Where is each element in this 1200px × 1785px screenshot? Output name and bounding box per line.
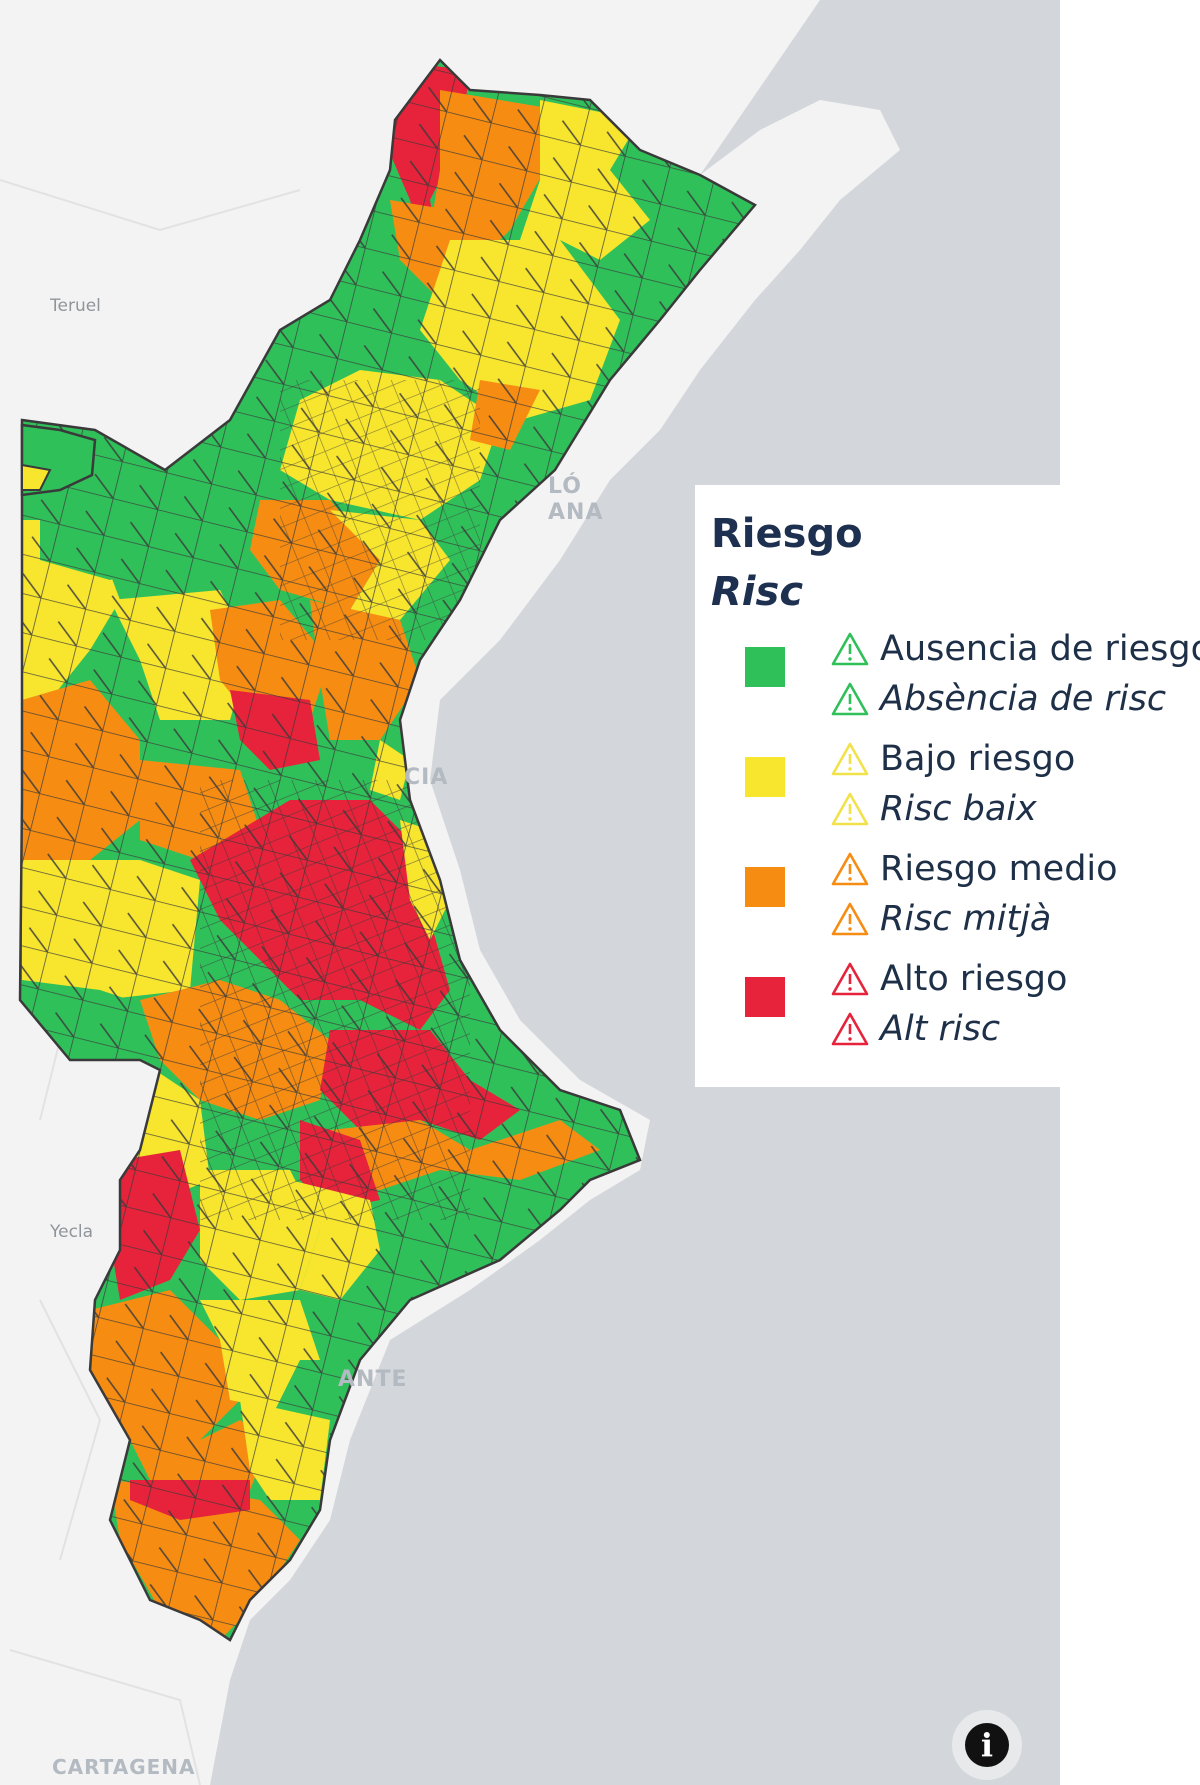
legend-swatch: [745, 757, 785, 797]
warning-icon: [831, 632, 869, 666]
legend-label: Risc mitjà: [880, 899, 1052, 939]
legend-row-es: Bajo riesgo: [830, 735, 1075, 783]
place-label-teruel: Teruel: [50, 296, 101, 316]
legend-item-medio: Riesgo medio Risc mitjà: [695, 845, 1200, 945]
legend-swatch: [745, 647, 785, 687]
legend-row-es: Riesgo medio: [830, 845, 1118, 893]
info-icon: i: [965, 1723, 1009, 1767]
place-label-alicante: ANTE: [338, 1367, 408, 1392]
warning-icon: [831, 852, 869, 886]
warning-icon: [831, 742, 869, 776]
legend-row-es: Ausencia de riesgo: [830, 625, 1200, 673]
legend-item-alto: Alto riesgo Alt risc: [695, 955, 1200, 1055]
legend-row-es: Alto riesgo: [830, 955, 1067, 1003]
legend-item-ausencia: Ausencia de riesgo Absència de risc: [695, 625, 1200, 725]
legend-label: Riesgo medio: [880, 849, 1118, 889]
legend-label: Absència de risc: [880, 679, 1167, 719]
legend-label: Alto riesgo: [880, 959, 1068, 999]
map-legend: Riesgo Risc Ausencia de riesgo Absència …: [695, 485, 1200, 1087]
place-label-valencia: CIA: [404, 765, 449, 790]
legend-title: Riesgo: [711, 511, 863, 557]
warning-icon: [831, 962, 869, 996]
sea: [210, 0, 1060, 1785]
warning-icon: [831, 1012, 869, 1046]
legend-subtitle: Risc: [711, 569, 804, 615]
legend-row-ca: Absència de risc: [830, 675, 1166, 723]
legend-row-ca: Risc baix: [830, 785, 1037, 833]
place-label-castello: LÓ ANA: [548, 474, 604, 525]
legend-label: Bajo riesgo: [880, 739, 1076, 779]
enclave-west[interactable]: [20, 423, 97, 497]
warning-icon: [831, 902, 869, 936]
legend-item-bajo: Bajo riesgo Risc baix: [695, 735, 1200, 835]
legend-row-ca: Alt risc: [830, 1005, 1000, 1053]
legend-label: Risc baix: [880, 789, 1037, 829]
legend-label: Ausencia de riesgo: [880, 629, 1200, 669]
legend-swatch: [745, 977, 785, 1017]
place-label-yecla: Yecla: [50, 1222, 94, 1242]
legend-swatch: [745, 867, 785, 907]
warning-icon: [831, 792, 869, 826]
warning-icon: [831, 682, 869, 716]
legend-row-ca: Risc mitjà: [830, 895, 1051, 943]
legend-label: Alt risc: [880, 1009, 1001, 1049]
place-label-cartagena: CARTAGENA: [52, 1755, 196, 1779]
info-button[interactable]: i: [952, 1710, 1022, 1780]
